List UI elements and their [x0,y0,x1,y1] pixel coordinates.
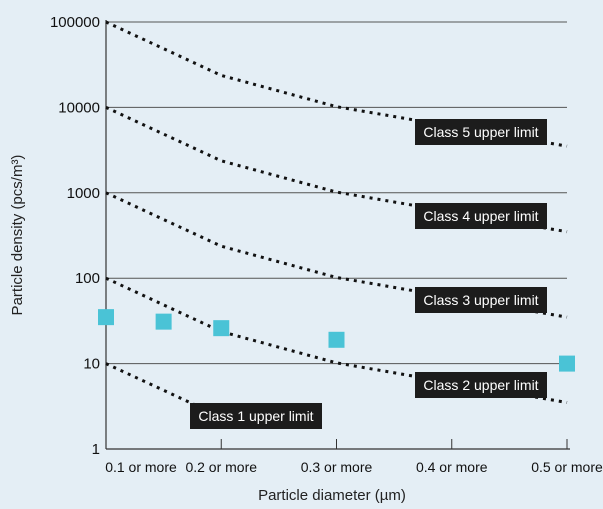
x-tick-label: 0.4 or more [416,459,488,475]
x-tick-label: 0.5 or more [531,459,603,475]
class-label-box [415,287,547,313]
class-label-box [415,372,547,398]
y-tick-label: 1 [92,441,100,458]
measurement-markers [98,309,575,372]
y-tick-label: 100000 [50,14,100,31]
class-limit-line [105,191,568,319]
y-tick-label: 1000 [67,185,100,202]
measurement-point [155,313,172,330]
y-tick-label: 100 [75,270,100,287]
x-axis-label: Particle diameter (µm) [258,487,406,504]
class-label-box [415,203,547,229]
class-limit-line [105,20,568,148]
class-label-box [190,403,322,429]
class-label-text: Class 3 upper limit [423,292,538,308]
y-axis-label: Particle density (pcs/m³) [9,155,26,316]
class-limit-line [105,106,568,234]
y-tick-label: 10 [83,356,100,373]
class-label-text: Class 1 upper limit [198,408,313,424]
class-label-box [415,119,547,145]
class-limit-line [105,276,568,405]
class-label-text: Class 5 upper limit [423,124,538,140]
limit-labels: Class 1 upper limit Class 2 upper limit Cl… [190,119,547,429]
y-tick-label: 10000 [58,99,100,116]
measurement-point [213,320,230,337]
class-label-text: Class 2 upper limit [423,377,538,393]
measurement-point [328,331,345,348]
measurement-point [98,309,114,326]
measurement-point [559,355,575,372]
x-tick-label: 0.1 or more [105,459,177,475]
x-tick-label: 0.2 or more [185,459,257,475]
x-tick-label: 0.3 or more [301,459,373,475]
class-label-text: Class 4 upper limit [423,208,538,224]
axes: 1 10 100 1000 10000 100000 0.1 or more 0.2 or m… [50,14,603,475]
grid [106,21,567,365]
